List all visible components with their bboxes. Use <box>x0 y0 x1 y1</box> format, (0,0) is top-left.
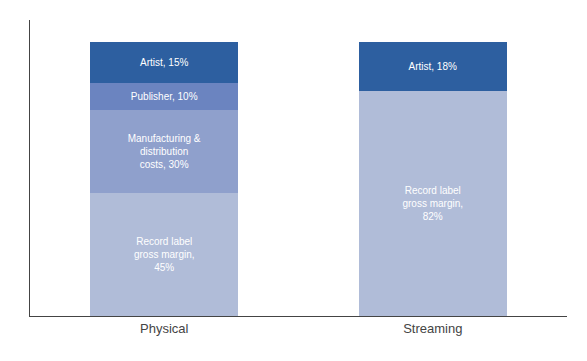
svg-text:Physical: Physical <box>140 321 189 336</box>
svg-text:Record labelgross margin,45%: Record labelgross margin,45% <box>134 236 195 273</box>
svg-text:Artist, 18%: Artist, 18% <box>409 61 457 72</box>
svg-text:Record labelgross margin,82%: Record labelgross margin,82% <box>402 185 463 222</box>
svg-text:Manufacturing &distributioncos: Manufacturing &distributioncosts, 30% <box>128 133 201 170</box>
svg-text:Streaming: Streaming <box>403 321 462 336</box>
svg-text:Publisher, 10%: Publisher, 10% <box>131 91 198 102</box>
svg-text:Artist, 15%: Artist, 15% <box>140 57 188 68</box>
